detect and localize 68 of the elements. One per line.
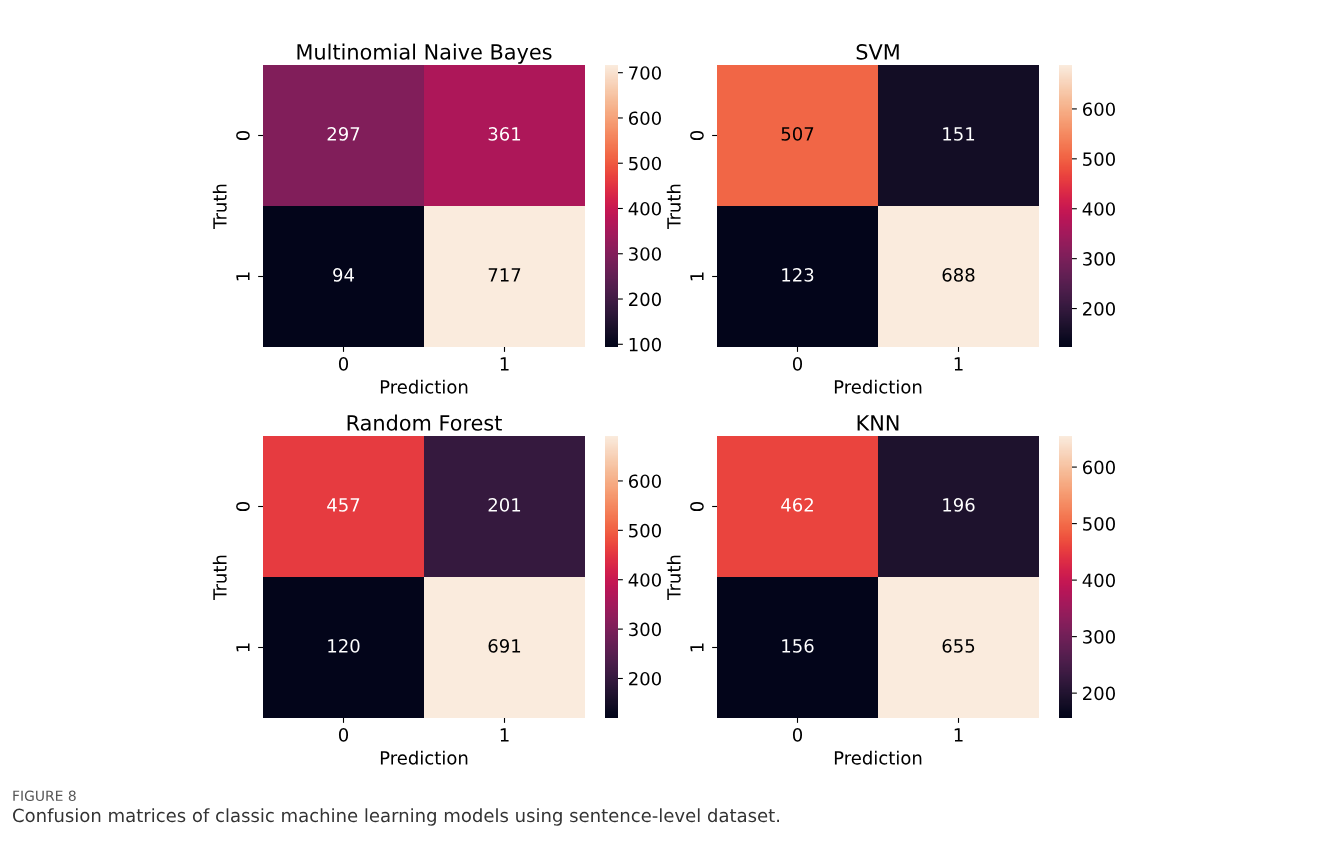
y-axis-title: Truth — [666, 184, 681, 229]
x-axis-title: Prediction — [380, 750, 468, 765]
x-tick-label: 1 — [954, 728, 963, 742]
y-tick-label: 0 — [690, 501, 704, 512]
data-label: 655 — [942, 639, 975, 653]
color-bar-label: 500 — [629, 156, 661, 171]
x-axis-title: Prediction — [834, 379, 922, 394]
x-tick-label: 0 — [338, 357, 349, 371]
x-axis-title: Prediction — [380, 379, 468, 394]
color-bar-label: 600 — [628, 474, 661, 489]
color-bar-label: 600 — [1082, 102, 1115, 117]
chart-title: Multinomial Naive Bayes — [297, 43, 552, 64]
color-bar-label: 500 — [629, 523, 661, 538]
data-label: 507 — [781, 127, 814, 141]
data-label: 457 — [327, 498, 360, 512]
color-bar-label: 400 — [628, 573, 661, 587]
y-tick-label: 0 — [236, 501, 250, 512]
color-bar-label: 300 — [629, 622, 661, 637]
color-bar-label: 400 — [1082, 573, 1115, 588]
data-label: 691 — [488, 639, 521, 653]
color-bar-label: 700 — [629, 66, 661, 80]
x-tick-label: 1 — [954, 357, 963, 371]
color-bar-label: 200 — [629, 671, 661, 686]
color-bar-label: 300 — [1083, 630, 1115, 644]
y-axis-title: Truth — [666, 555, 681, 600]
data-label: 94 — [333, 268, 354, 282]
data-label: 123 — [782, 268, 814, 282]
y-tick-label: 0 — [690, 130, 704, 141]
x-tick-label: 0 — [792, 728, 803, 742]
data-label: 156 — [782, 639, 814, 653]
y-axis-title: Truth — [212, 555, 227, 600]
color-bar-label: 600 — [1082, 460, 1115, 475]
color-bar-label: 500 — [1083, 517, 1115, 531]
data-label: 151 — [943, 127, 975, 141]
color-bar-label: 100 — [629, 337, 661, 352]
y-axis-title: Truth — [212, 184, 227, 229]
x-tick-label: 0 — [338, 728, 349, 742]
x-tick-label: 1 — [500, 357, 509, 371]
data-label: 688 — [942, 268, 975, 282]
text: Confusion matrices of classic machine learning models using sentence-level dataset. — [13, 808, 780, 826]
color-bar-label: 600 — [628, 111, 661, 126]
y-tick-label: 0 — [236, 130, 250, 141]
color-bar-label: 500 — [1083, 152, 1115, 166]
data-label: 196 — [943, 498, 975, 512]
chart-title: KNN — [857, 415, 899, 431]
data-label: 120 — [328, 639, 360, 653]
caption: FIGURE 8 — [13, 790, 76, 802]
color-bar-label: 300 — [629, 247, 661, 261]
data-label: 462 — [781, 498, 813, 512]
y-tick-label: 1 — [236, 643, 250, 652]
x-axis-title: Prediction — [834, 750, 922, 765]
data-label: 201 — [488, 498, 521, 512]
data-label: 297 — [327, 127, 360, 141]
color-bar-label: 200 — [1083, 302, 1115, 316]
color-bar-label: 200 — [629, 292, 661, 307]
x-tick-label: 0 — [792, 357, 803, 371]
y-tick-label: 1 — [690, 272, 704, 281]
x-tick-label: 1 — [500, 728, 509, 742]
data-label: 361 — [488, 127, 521, 141]
color-bar-label: 400 — [628, 201, 661, 216]
data-label: 717 — [488, 268, 521, 282]
chart-title: Random Forest — [347, 414, 502, 431]
y-tick-label: 1 — [690, 643, 704, 652]
y-tick-label: 1 — [236, 272, 250, 281]
chart-title: SVM — [856, 43, 899, 60]
color-bar-label: 200 — [1083, 686, 1115, 701]
color-bar-label: 300 — [1083, 252, 1115, 266]
color-bar-label: 400 — [1082, 202, 1115, 216]
